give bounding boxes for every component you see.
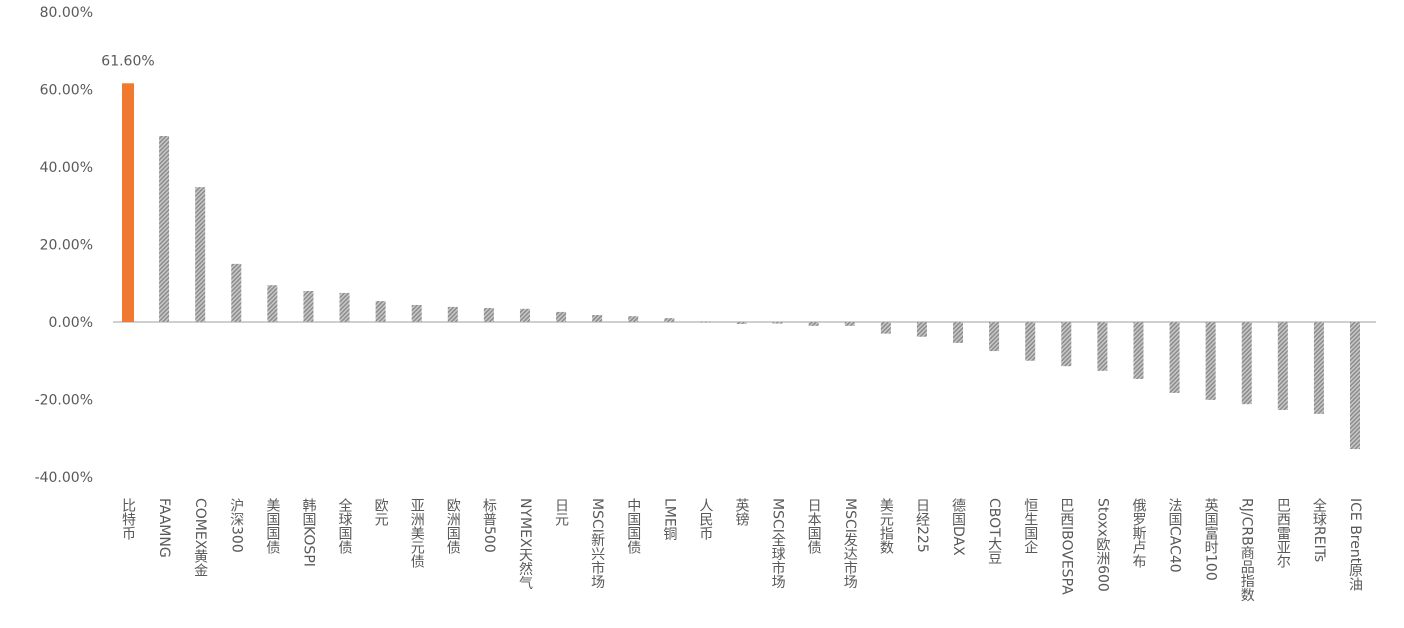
x-tick-label: 德国DAX xyxy=(950,498,966,556)
x-tick-label: 恒生国企 xyxy=(1022,498,1038,554)
bar xyxy=(808,322,819,326)
bar xyxy=(1097,322,1108,371)
x-tick-label: 沪深300 xyxy=(228,498,244,553)
bar xyxy=(375,301,386,322)
x-tick-label: 巴西IBOVESPA xyxy=(1058,498,1074,595)
bar xyxy=(1169,322,1180,393)
bar xyxy=(700,321,711,323)
x-tick-label: 欧洲国债 xyxy=(445,498,461,554)
y-tick-label: 60.00% xyxy=(40,83,93,99)
x-tick-label: 日本国债 xyxy=(806,498,822,554)
bar xyxy=(1241,322,1252,405)
bar xyxy=(1350,322,1360,450)
y-tick-label: 20.00% xyxy=(40,238,93,254)
bar xyxy=(772,322,783,324)
bar xyxy=(953,322,964,343)
bar xyxy=(1025,322,1036,361)
bar xyxy=(483,308,494,322)
bar xyxy=(592,315,603,322)
bar xyxy=(122,83,134,322)
x-tick-label: 欧元 xyxy=(373,498,389,527)
bar xyxy=(1133,322,1144,379)
x-tick-label: 巴西雷亚尔 xyxy=(1275,498,1291,568)
bar xyxy=(664,318,675,322)
data-label: 61.60% xyxy=(101,53,154,69)
y-tick-label: -40.00% xyxy=(35,470,93,486)
y-tick-label: 0.00% xyxy=(49,315,93,331)
bar xyxy=(159,136,170,322)
x-tick-label: 英国富时100 xyxy=(1203,497,1219,580)
x-tick-label: MSCI发达市场 xyxy=(842,498,858,590)
bar xyxy=(556,311,567,322)
bar xyxy=(880,322,891,334)
x-tick-label: 人民币 xyxy=(697,498,713,540)
x-tick-label: NYMEX天然气 xyxy=(517,498,533,590)
x-tick-label: 亚洲美元债 xyxy=(409,498,425,568)
y-tick-label: 80.00% xyxy=(40,5,93,21)
x-tick-label: MSCI全球市场 xyxy=(770,498,786,590)
x-tick-label: 美国国债 xyxy=(264,498,280,554)
x-tick-label: FAAMNG xyxy=(156,498,172,558)
y-tick-label: 40.00% xyxy=(40,160,93,176)
x-tick-label: 中国国债 xyxy=(625,498,641,554)
bar xyxy=(411,304,422,322)
x-tick-label: 全球国债 xyxy=(337,497,353,554)
x-tick-label: MSCI新兴市场 xyxy=(589,498,605,590)
x-tick-label: 比特币 xyxy=(120,498,136,540)
x-tick-label: 俄罗斯卢布 xyxy=(1130,498,1146,568)
x-tick-label: COMEX黄金 xyxy=(192,498,208,577)
x-tick-label: 英镑 xyxy=(734,497,750,526)
bar xyxy=(844,322,855,326)
bar xyxy=(303,291,314,322)
bar xyxy=(1061,322,1072,367)
x-tick-label: 法国CAC40 xyxy=(1167,498,1183,573)
bar xyxy=(267,285,278,322)
x-tick-label: 韩国KOSPI xyxy=(300,498,316,567)
bar xyxy=(736,322,747,324)
x-tick-label: RJ/CRB商品指数 xyxy=(1239,498,1255,602)
x-tick-label: 日经225 xyxy=(914,498,930,553)
bar xyxy=(628,316,639,322)
bar xyxy=(989,322,1000,352)
bar xyxy=(231,263,242,322)
x-tick-label: 日元 xyxy=(553,498,569,527)
x-tick-label: ICE Brent原油 xyxy=(1347,498,1363,592)
x-tick-label: 美元指数 xyxy=(878,498,894,554)
x-tick-label: 标普500 xyxy=(481,498,497,553)
bar xyxy=(1313,322,1324,414)
x-tick-label: 全球REITs xyxy=(1311,497,1327,562)
bar xyxy=(519,308,530,322)
bar xyxy=(447,306,458,322)
bar xyxy=(339,292,350,322)
bar xyxy=(1277,322,1288,410)
x-tick-label: CBOT大豆 xyxy=(986,498,1002,565)
bar xyxy=(916,322,927,337)
bar xyxy=(1205,322,1216,400)
x-tick-label: LME铜 xyxy=(661,498,677,542)
bar xyxy=(195,187,206,322)
y-tick-label: -20.00% xyxy=(35,393,93,409)
x-tick-label: Stoxx欧洲600 xyxy=(1094,498,1110,592)
